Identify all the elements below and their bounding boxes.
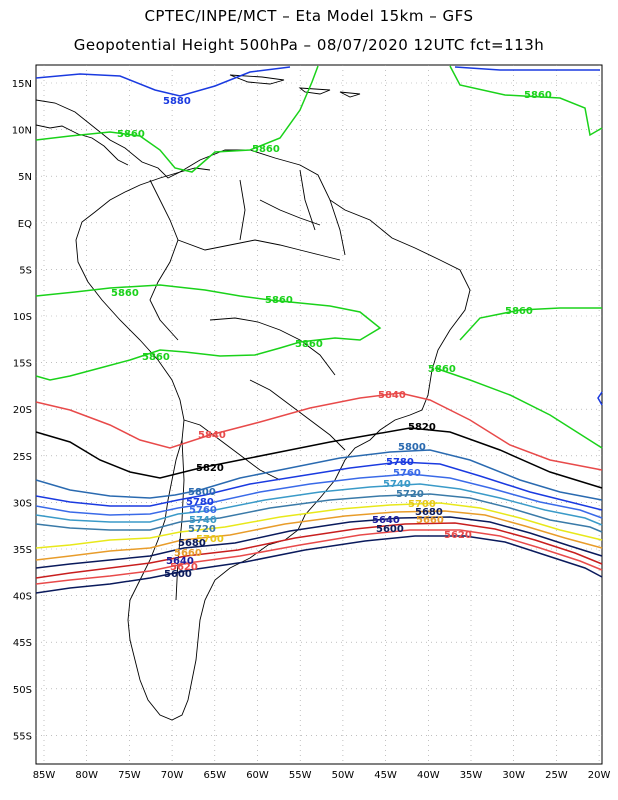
chart-title-line1: CPTEC/INPE/MCT – Eta Model 15km – GFS xyxy=(144,7,474,25)
label-5600-b: 5600 xyxy=(164,569,192,580)
lat-tick-label: EQ xyxy=(18,219,32,230)
coastlines xyxy=(35,74,471,721)
lat-tick-label: 35S xyxy=(13,545,32,556)
label-5860-a: 5860 xyxy=(117,129,145,140)
label-5720-a: 5720 xyxy=(396,489,424,500)
label-5860-i: 5860 xyxy=(428,364,456,375)
label-5820-a: 5820 xyxy=(408,422,436,433)
lon-tick-label: 70W xyxy=(161,770,184,781)
label-5680-b: 5680 xyxy=(178,538,206,549)
lon-tick-label: 40W xyxy=(417,770,440,781)
lon-tick-label: 30W xyxy=(502,770,525,781)
label-5840-a: 5840 xyxy=(378,390,406,401)
label-5780-b: 5780 xyxy=(186,497,214,508)
contour-5880-east xyxy=(454,66,600,71)
map-frame xyxy=(35,64,603,765)
label-5660-b: 5660 xyxy=(174,548,202,559)
label-5860-e: 5860 xyxy=(265,295,293,306)
lon-tick-label: 80W xyxy=(75,770,98,781)
contour-5840-top xyxy=(35,392,603,471)
contour-5820-top xyxy=(35,427,603,489)
label-5680-a: 5680 xyxy=(415,507,443,518)
lon-tick-label: 65W xyxy=(203,770,226,781)
lat-tick-label: 30S xyxy=(13,498,32,509)
lon-tick-label: 45W xyxy=(374,770,397,781)
contour-5660 xyxy=(35,516,603,569)
contour-lines xyxy=(35,65,603,594)
contour-5760 xyxy=(35,473,603,519)
contour-5720 xyxy=(35,493,603,533)
contour-5700 xyxy=(35,502,603,549)
lon-tick-label: 50W xyxy=(332,770,355,781)
lat-tick-label: 45S xyxy=(13,638,32,649)
contour-5600 xyxy=(35,535,603,594)
lon-tick-label: 85W xyxy=(33,770,56,781)
label-5820-b: 5820 xyxy=(196,463,224,474)
label-5860-b: 5860 xyxy=(252,144,280,155)
label-5780-a: 5780 xyxy=(386,457,414,468)
lat-tick-label: 50S xyxy=(13,685,32,696)
lat-tick-label: 20S xyxy=(13,405,32,416)
lon-tick-label: 75W xyxy=(118,770,141,781)
label-5860-h: 5860 xyxy=(142,352,170,363)
lat-tick-label: 10N xyxy=(12,126,32,137)
contour-5860-east xyxy=(434,367,603,449)
lat-tick-label: 15N xyxy=(12,79,32,90)
label-5800-a: 5800 xyxy=(398,442,426,453)
label-5700-b: 5700 xyxy=(196,534,224,545)
contour-5860-mid xyxy=(35,284,382,381)
contour-5800 xyxy=(35,449,603,501)
lat-tick-label: 40S xyxy=(13,592,32,603)
lon-tick-label: 60W xyxy=(246,770,269,781)
label-5740-b: 5740 xyxy=(189,515,217,526)
contour-5860-se xyxy=(459,307,602,341)
contour-5880-north xyxy=(35,66,291,97)
label-5760-a: 5760 xyxy=(393,468,421,479)
lat-tick-label: 15S xyxy=(13,359,32,370)
lon-tick-label: 20W xyxy=(588,770,611,781)
lat-tick-label: 5S xyxy=(19,265,32,276)
label-5620-a: 5620 xyxy=(444,530,472,541)
contour-5620 xyxy=(35,529,603,585)
label-5640-a: 5640 xyxy=(372,515,400,526)
label-5640-b: 5640 xyxy=(166,556,194,567)
label-5880-north: 5880 xyxy=(163,96,191,107)
label-5860-g: 5860 xyxy=(295,339,323,350)
lon-tick-label: 55W xyxy=(289,770,312,781)
contour-5780 xyxy=(35,461,603,511)
label-5840-b: 5840 xyxy=(198,430,226,441)
label-5700-a: 5700 xyxy=(408,499,436,510)
label-5860-c: 5860 xyxy=(524,90,552,101)
label-5860-d: 5860 xyxy=(111,288,139,299)
label-5720-b: 5720 xyxy=(188,524,216,535)
label-5760-b: 5760 xyxy=(189,505,217,516)
lat-tick-label: 55S xyxy=(13,731,32,742)
label-5600-a: 5600 xyxy=(376,524,404,535)
contour-5860-north xyxy=(35,65,319,173)
contour-5860-ne xyxy=(449,65,603,137)
contour-5640 xyxy=(35,522,603,579)
label-5740-a: 5740 xyxy=(383,479,411,490)
label-5660-a: 5660 xyxy=(416,515,444,526)
contour-blue-edge xyxy=(597,391,603,406)
lat-tick-label: 5N xyxy=(18,172,32,183)
axis-ticks: 15N 10N 5N EQ 5S 10S 15S 20S 25S 30S 35S 40S 45S 50S 5… xyxy=(12,79,611,781)
label-5620-b: 5620 xyxy=(170,562,198,573)
contour-5680 xyxy=(35,510,603,561)
contour-labels: 5880 5860 5860 5860 5860 5860 5860 5860 … xyxy=(111,90,552,580)
contour-5740 xyxy=(35,483,603,526)
chart-title-line2: Geopotential Height 500hPa – 08/07/2020 … xyxy=(73,36,545,54)
lon-tick-label: 25W xyxy=(545,770,568,781)
label-5860-f: 5860 xyxy=(505,306,533,317)
lat-tick-label: 10S xyxy=(13,312,32,323)
lon-tick-label: 35W xyxy=(460,770,483,781)
label-5800-b: 5800 xyxy=(188,487,216,498)
lat-tick-label: 25S xyxy=(13,452,32,463)
